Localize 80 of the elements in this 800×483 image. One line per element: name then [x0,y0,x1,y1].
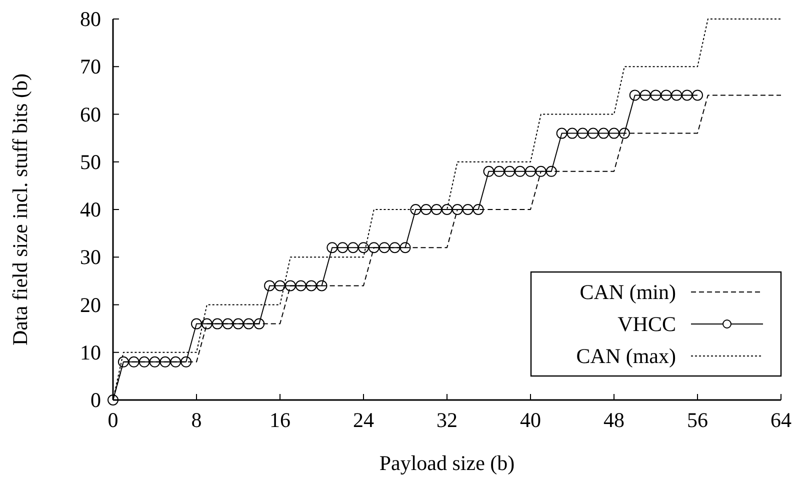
point [640,90,651,101]
x-tick-label: 56 [687,408,708,432]
y-tick-label: 60 [80,102,101,126]
point [494,166,505,177]
point [588,128,599,139]
point [410,204,422,215]
point [243,318,254,330]
point [462,204,474,215]
point [608,128,620,139]
legend-label: CAN (min) [580,280,676,304]
point [682,90,693,101]
point [442,204,452,215]
x-tick-label: 8 [191,408,202,432]
point [138,356,150,368]
y-tick-label: 40 [80,198,101,222]
point [254,318,265,330]
point [431,204,442,215]
point [525,166,536,177]
point [180,356,192,368]
point [212,318,223,330]
point [400,242,411,254]
point [326,242,338,254]
point [284,280,296,292]
y-tick-label: 50 [80,150,101,174]
point [618,128,630,139]
point [420,204,432,215]
point [358,242,369,254]
point [306,280,317,292]
y-axis-title: Data field size incl. stuff bits (b) [8,74,32,346]
point [170,356,182,368]
point [483,166,494,177]
x-tick-label: 40 [520,408,541,432]
point [191,318,202,330]
point [577,128,588,139]
x-tick-label: 48 [604,408,624,432]
point [504,166,516,177]
point [389,242,400,254]
point [264,280,276,292]
legend-label: CAN (max) [576,344,676,368]
point [472,204,484,215]
point [295,280,306,292]
point [128,356,140,368]
x-tick-label: 0 [108,408,118,432]
point [629,90,640,101]
x-tick-label: 16 [270,408,290,432]
point [368,242,380,254]
point [118,356,129,368]
point [660,90,672,101]
y-tick-label: 10 [80,340,101,364]
point [514,166,526,177]
point [546,166,557,177]
point [274,280,286,292]
point [160,356,171,368]
point [650,90,662,101]
point [232,318,244,330]
point [316,280,328,292]
x-tick-label: 32 [436,408,458,432]
point [108,394,118,406]
point [222,318,234,330]
point [348,242,359,254]
x-tick-label: 24 [353,408,374,432]
point [337,242,348,254]
point [598,128,610,139]
y-tick-label: 20 [80,292,101,317]
legend-label: VHCC [618,312,676,336]
x-tick-label: 64 [770,408,792,432]
point [201,318,212,330]
point [692,90,703,101]
point [671,90,682,101]
point [556,128,568,139]
point [149,356,160,368]
point [378,242,390,254]
y-tick-label: 70 [80,54,101,79]
y-tick-label: 30 [80,245,101,270]
point [535,166,546,177]
point [566,128,578,139]
x-axis-title: Payload size (b) [379,451,515,475]
point [452,204,463,215]
y-tick-label: 80 [80,7,101,31]
y-tick-label: 0 [90,388,101,412]
